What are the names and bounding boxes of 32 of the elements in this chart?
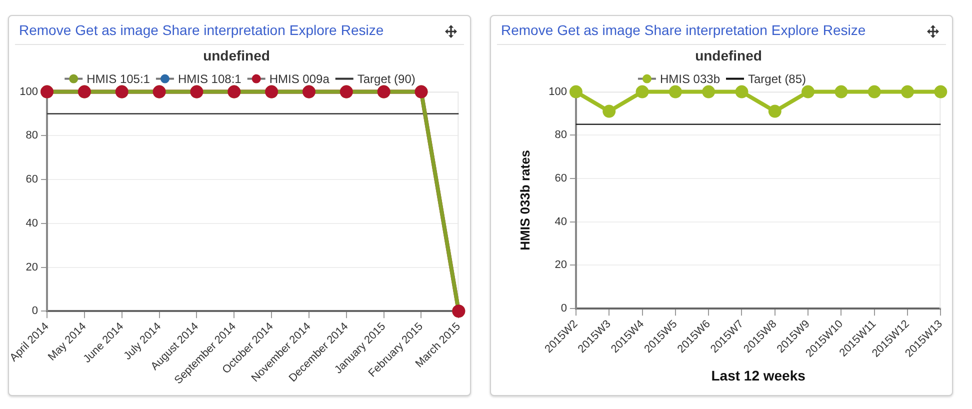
text: Share interpretation — [644, 22, 768, 38]
text: Explore — [289, 22, 337, 38]
chart-title: undefined — [203, 47, 270, 64]
y-tick-label: 80 — [554, 129, 567, 142]
chart-title: undefined — [695, 47, 762, 64]
y-tick-label: 100 — [548, 86, 567, 98]
text: Resize — [822, 22, 866, 38]
y-tick-label: 20 — [554, 259, 567, 272]
legend-label: HMIS 009a — [269, 72, 330, 86]
y-tick-label: 0 — [560, 302, 567, 315]
y-tick-label: 60 — [26, 174, 38, 186]
text: Explore — [771, 22, 819, 38]
y-tick-label: 60 — [554, 172, 567, 185]
y-tick-label: 20 — [26, 261, 38, 274]
x-axis-title: Last 12 weeks — [711, 367, 806, 384]
legend-label: HMIS 108:1 — [178, 72, 242, 86]
y-tick-label: 80 — [26, 130, 38, 142]
y-tick-label: 0 — [32, 305, 38, 318]
text: Resize — [340, 22, 384, 38]
legend-label: HMIS 033b — [660, 72, 720, 86]
legend-label: Target (90) — [357, 72, 416, 86]
text: Get as image — [75, 22, 158, 38]
text: Get as image — [557, 22, 640, 38]
y-tick-label: 40 — [554, 216, 567, 228]
y-tick-label: 40 — [26, 217, 38, 230]
legend-label: HMIS 105:1 — [86, 72, 150, 86]
text: Share interpretation — [162, 22, 286, 38]
y-axis-title: HMIS 033b rates — [517, 150, 532, 250]
text: Remove — [501, 22, 554, 38]
legend-label: Target (85) — [748, 72, 806, 86]
text: Remove — [19, 22, 72, 38]
y-tick-label: 100 — [20, 86, 38, 98]
